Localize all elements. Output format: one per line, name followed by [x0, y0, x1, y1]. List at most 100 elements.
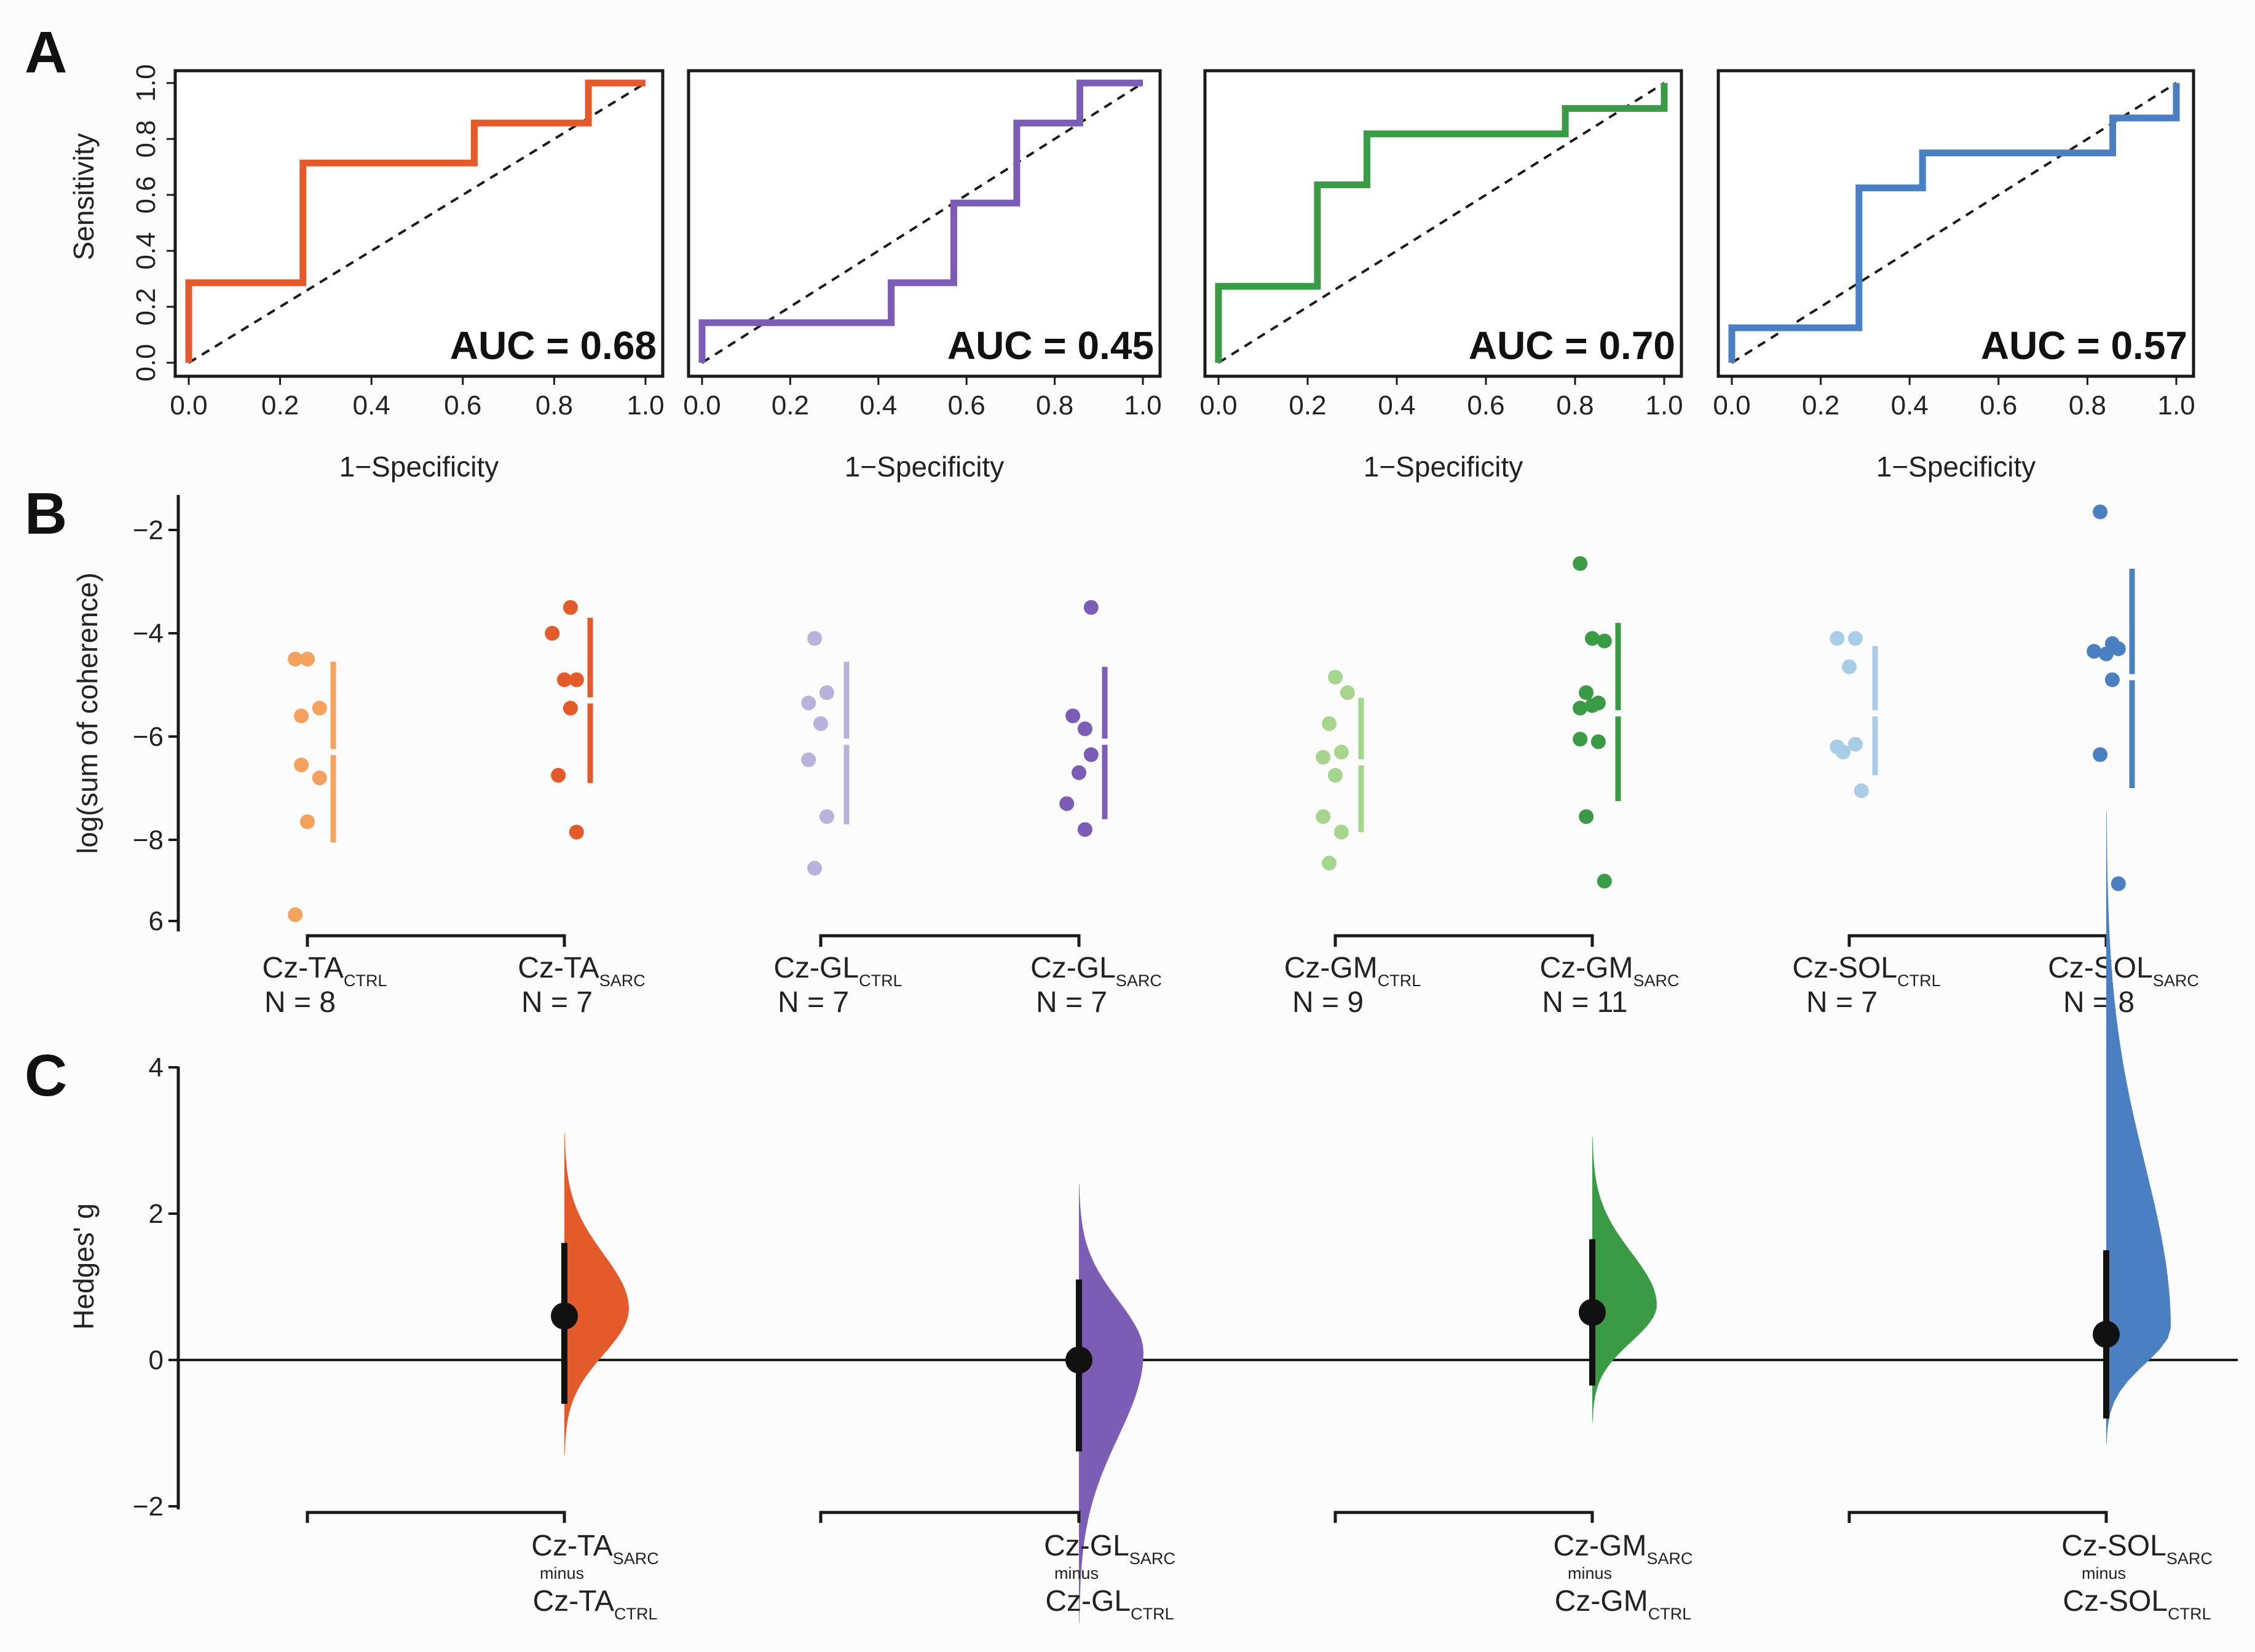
roc-x-axis-label: 1−Specificity [1364, 451, 1523, 483]
b-data-point [1854, 783, 1869, 799]
b-data-point [2099, 646, 2114, 662]
roc-chance-line-GM [1217, 82, 1665, 364]
b-data-point [2111, 641, 2126, 657]
roc-x-tick-label: 0.2 [1802, 390, 1839, 421]
b-data-point [1585, 631, 1600, 646]
b-data-point [1573, 556, 1588, 571]
b-data-point [2104, 672, 2120, 687]
c-label-top: Cz-SOLSARC [2061, 1530, 2213, 1568]
b-data-point [1077, 822, 1092, 837]
b-group-n-label: N = 8 [264, 986, 336, 1019]
c-label-minus: minus [540, 1564, 584, 1583]
roc-x-tick-label: 0.0 [170, 390, 207, 421]
roc-y-tick-label: 0.8 [131, 120, 161, 157]
roc-x-axis-label: 1−Specificity [845, 451, 1005, 483]
panel-a-roc-curves: AUC = 0.68 0.0 0.2 0.4 0.6 0.8 1.0 1−Specificit… [68, 64, 2195, 483]
c-label-bottom: Cz-SOLCTRL [2063, 1585, 2211, 1623]
b-data-point [1579, 685, 1594, 700]
panel-label-b: B [25, 481, 67, 547]
roc-x-tick-label: 0.0 [1713, 390, 1750, 421]
b-data-point [312, 770, 327, 786]
roc-x-axis-label: 1−Specificity [339, 451, 499, 483]
c-label-minus: minus [2082, 1564, 2126, 1583]
auc-label-TA: AUC = 0.68 [450, 323, 657, 368]
auc-label-SOL: AUC = 0.57 [1981, 323, 2187, 368]
b-data-point [1059, 796, 1075, 812]
roc-x-tick-label: 0.4 [1891, 390, 1929, 421]
c-y-tick-label: 0 [149, 1345, 164, 1375]
b-group-n-label: N = 11 [1542, 986, 1627, 1019]
roc-x-tick-label: 1.0 [2157, 390, 2195, 421]
c-effect-size-point [551, 1302, 578, 1330]
c-label-top: Cz-GLSARC [1044, 1530, 1175, 1568]
b-data-point [1847, 737, 1863, 752]
b-group-label: Cz-TASARC [518, 952, 645, 990]
roc-x-tick-label: 0.0 [1199, 390, 1237, 421]
roc-x-tick-label: 0.6 [444, 390, 481, 421]
c-label-bottom: Cz-TACTRL [533, 1585, 658, 1623]
b-data-point [1316, 809, 1331, 824]
c-y-axis-label: Hedges' g [68, 1203, 100, 1330]
roc-x-tick-label: 0.2 [1289, 390, 1326, 421]
c-label-top: Cz-GMSARC [1554, 1530, 1693, 1568]
b-data-point [563, 700, 578, 716]
b-data-point [294, 757, 309, 773]
b-data-point [801, 752, 816, 767]
c-y-tick-label: 4 [149, 1053, 164, 1083]
b-y-tick-label: −2 [133, 515, 164, 545]
b-data-point [294, 708, 309, 724]
b-data-point [1585, 698, 1600, 713]
b-data-point [1322, 716, 1337, 731]
b-data-point [545, 626, 560, 641]
c-comparison-bracket [1847, 1511, 2108, 1523]
b-y-tick-label: −8 [133, 825, 164, 855]
b-data-point [1847, 631, 1863, 646]
roc-x-tick-label: 0.2 [261, 390, 299, 421]
c-label-top: Cz-TASARC [531, 1530, 658, 1568]
c-y-tick-label: 6 [149, 906, 164, 936]
b-group-n-label: N = 7 [1806, 986, 1878, 1019]
c-bootstrap-distribution [564, 1133, 629, 1455]
b-data-point [1573, 700, 1588, 716]
b-data-point [1072, 765, 1086, 780]
c-y-tick-label: −2 [133, 1492, 164, 1522]
b-group-n-label: N = 7 [778, 986, 849, 1019]
b-data-point [1573, 732, 1588, 747]
b-data-point [807, 631, 823, 646]
roc-x-tick-label: 0.2 [772, 390, 809, 421]
roc-curve-GM [1215, 83, 1668, 363]
roc-x-tick-label: 0.0 [683, 390, 721, 421]
b-data-point [1590, 734, 1606, 749]
c-comparison-bracket [1333, 1511, 1594, 1523]
b-data-point [1322, 855, 1337, 871]
roc-x-tick-label: 0.4 [1378, 390, 1415, 421]
b-group-label: Cz-TACTRL [263, 952, 387, 990]
b-data-point [1328, 670, 1343, 685]
roc-x-tick-label: 0.8 [1556, 390, 1594, 421]
roc-y-tick-label: 0.6 [131, 176, 161, 213]
b-data-point [807, 861, 823, 876]
roc-curve-GL [698, 79, 1143, 363]
b-data-point [288, 652, 303, 666]
roc-curve-TA [185, 79, 646, 363]
b-data-point [557, 672, 572, 687]
b-data-point [813, 716, 828, 731]
b-data-point [569, 824, 584, 840]
b-data-point [2093, 504, 2108, 520]
roc-x-tick-label: 0.8 [535, 390, 573, 421]
panel-label-c: C [25, 1043, 67, 1109]
b-data-point [1328, 768, 1343, 783]
b-data-point [1830, 631, 1845, 646]
b-group-label: Cz-GMSARC [1540, 952, 1680, 990]
roc-x-tick-label: 0.6 [1980, 390, 2017, 421]
b-group-label: Cz-SOLSARC [2048, 952, 2199, 990]
b-data-point [1597, 874, 1612, 889]
c-effect-size-point [2093, 1321, 2120, 1348]
c-effect-size-point [1579, 1298, 1606, 1326]
c-effect-size-point [1065, 1346, 1092, 1373]
b-data-point [312, 700, 327, 716]
roc-chance-line-TA [188, 82, 647, 364]
b-pair-bracket [819, 934, 1081, 947]
b-data-point [819, 809, 834, 824]
